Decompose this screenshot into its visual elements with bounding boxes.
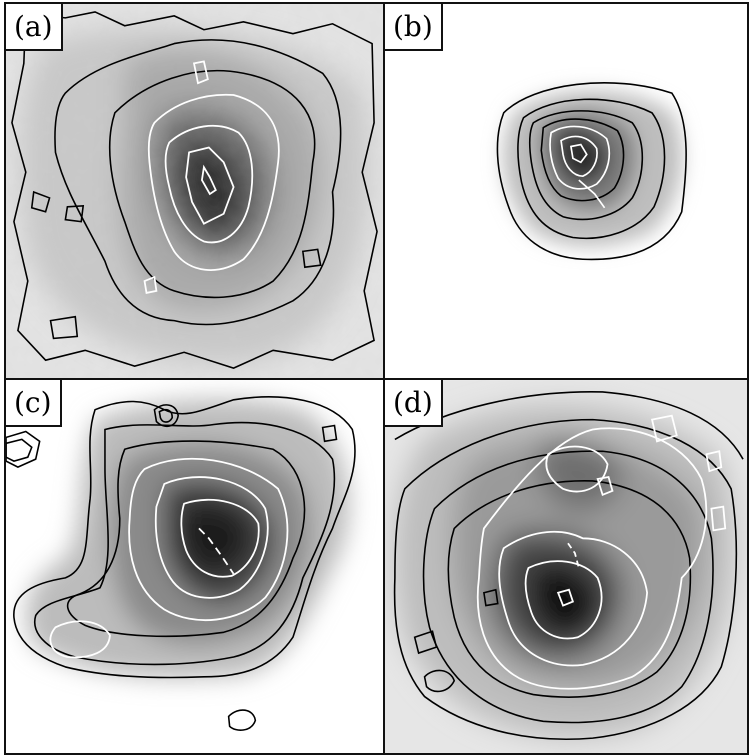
panel-d-white-contours	[476, 414, 727, 690]
panel-c-white-contours	[49, 457, 289, 659]
panel-d-dark-contours	[393, 391, 744, 741]
panel-c: (c)	[4, 378, 385, 755]
panel-b-label: (b)	[385, 4, 443, 51]
panel-b-dark-contours	[496, 82, 687, 261]
panel-c-dark-contours	[6, 396, 356, 731]
panel-b-white-contours	[549, 125, 611, 209]
panel-a-white-contours	[143, 60, 280, 294]
panel-a-contour-map	[6, 4, 383, 378]
panel-b-contour-map	[385, 4, 747, 378]
panel-b: (b)	[383, 2, 749, 380]
panel-d-label: (d)	[385, 380, 443, 427]
panel-a-label: (a)	[6, 4, 63, 51]
panel-c-label: (c)	[6, 380, 62, 427]
panel-d-contour-map	[385, 380, 747, 753]
panel-a: (a)	[4, 2, 385, 380]
panel-a-dark-contours	[11, 11, 378, 369]
panel-c-contour-map	[6, 380, 383, 753]
panel-d: (d)	[383, 378, 749, 755]
